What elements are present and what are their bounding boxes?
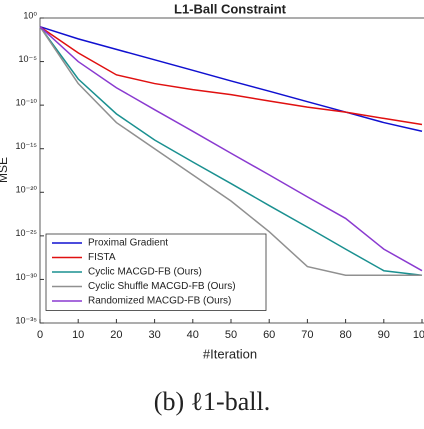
- chart-title: L1-Ball Constraint: [174, 1, 287, 16]
- x-tick-label: 40: [187, 329, 199, 341]
- x-tick-label: 20: [110, 329, 122, 341]
- legend-label: Randomized MACGD-FB (Ours): [88, 296, 231, 307]
- y-tick-label: 10⁻¹⁰: [16, 98, 38, 108]
- legend: Proximal Gradient FISTA Cyclic MACGD-FB (O…: [45, 233, 267, 311]
- line-series: [39, 26, 422, 277]
- x-tick-label: 60: [263, 329, 275, 341]
- legend-label: Cyclic MACGD-FB (Ours): [88, 267, 202, 278]
- x-axis-label: #Iteration: [203, 346, 257, 361]
- y-tick-label: 10⁻²⁵: [16, 228, 38, 238]
- legend-label: Cyclic Shuffle MACGD-FB (Ours): [88, 281, 236, 292]
- line-series: [39, 26, 423, 277]
- y-tick-label: 10⁻²⁰: [16, 185, 38, 195]
- y-tick-label: 10⁻¹⁵: [16, 141, 38, 151]
- x-tick-label: 80: [339, 329, 351, 341]
- y-axis-label: MSE: [0, 157, 10, 183]
- legend-label: FISTA: [88, 252, 116, 263]
- x-tick-label: 90: [378, 329, 390, 341]
- line-series: [39, 25, 423, 133]
- x-tick-label: 10: [72, 329, 84, 341]
- x-tick-label: 50: [225, 329, 237, 341]
- plot-frame: [39, 17, 424, 324]
- y-tick-label: 10⁻³⁰: [16, 272, 38, 282]
- legend-label: Proximal Gradient: [88, 238, 168, 249]
- x-tick-label: 100: [413, 329, 424, 341]
- y-tick-label: 10⁰: [23, 10, 37, 20]
- x-tick-label: 70: [301, 329, 313, 341]
- y-tick-label: 10⁻³⁵: [16, 315, 38, 325]
- line-series: [39, 26, 423, 126]
- y-tick-label: 10⁻⁵: [19, 54, 38, 64]
- line-series: [39, 26, 423, 272]
- x-tick-label: 30: [148, 329, 160, 341]
- x-tick-label: 0: [37, 329, 43, 341]
- legend-box: [45, 233, 267, 311]
- caption: (b) ℓ1-ball.: [154, 387, 270, 416]
